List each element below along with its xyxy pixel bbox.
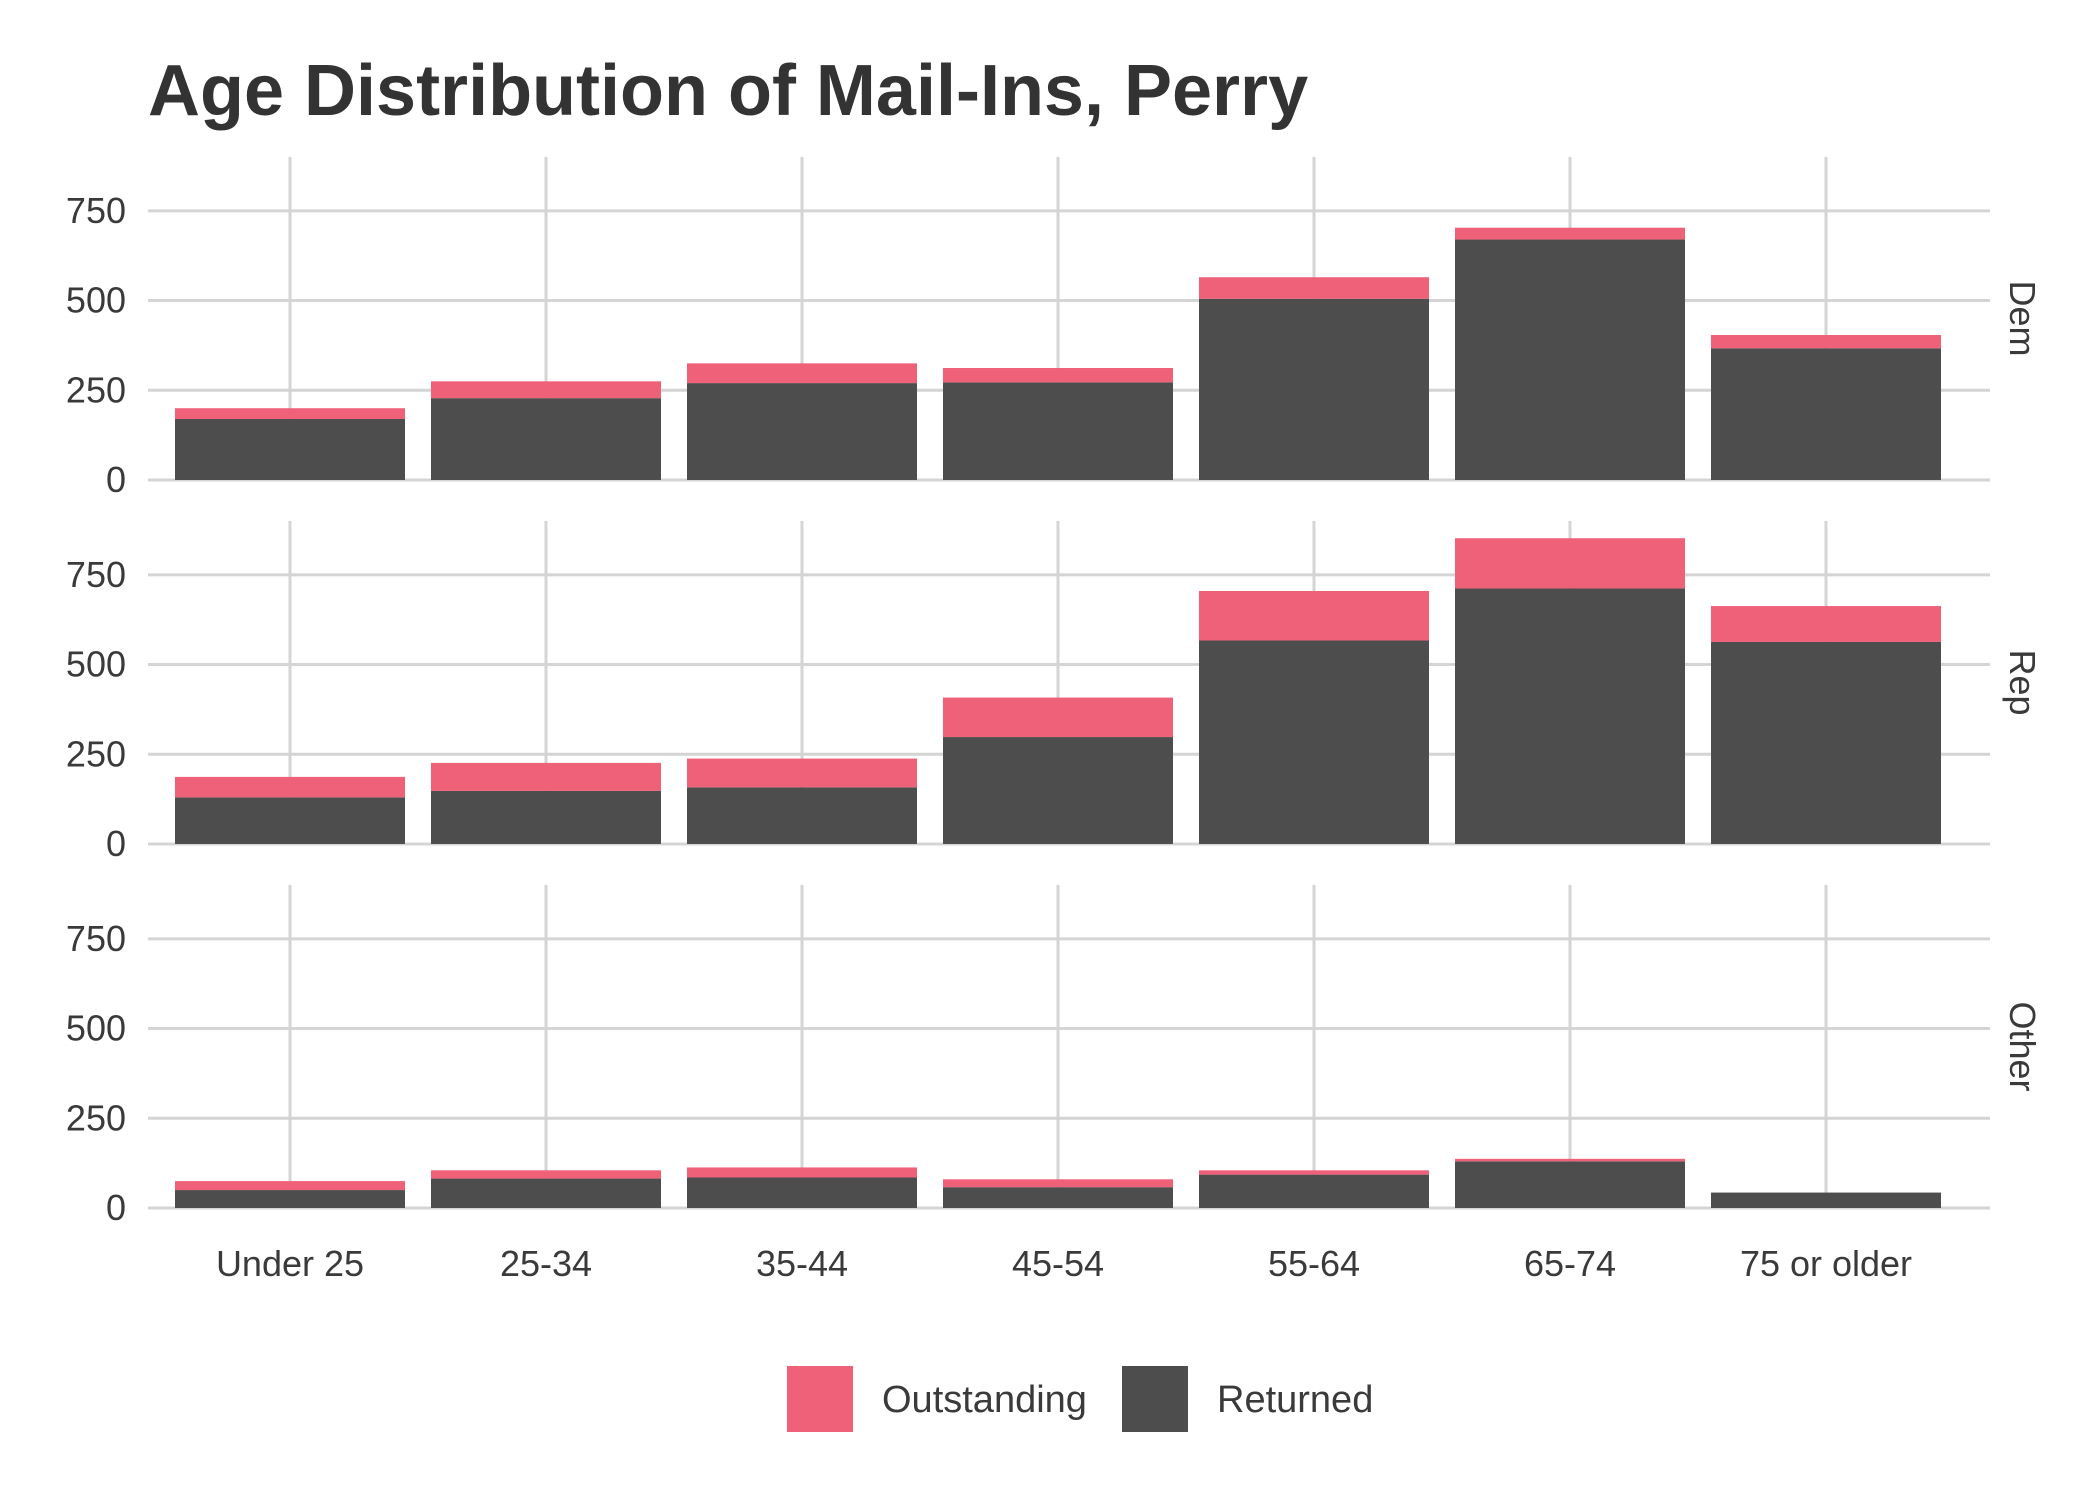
bar-dem-outstanding <box>687 363 917 384</box>
y-tick-label: 500 <box>66 644 126 685</box>
bar-rep-outstanding <box>1199 590 1429 641</box>
x-tick-label: 25-34 <box>500 1243 592 1284</box>
bar-other-returned <box>175 1190 405 1208</box>
bar-rep-returned <box>1455 588 1685 844</box>
y-tick-label: 0 <box>106 459 126 500</box>
legend-label-outstanding: Outstanding <box>882 1379 1087 1421</box>
bar-other-outstanding <box>943 1179 1173 1188</box>
bar-dem-returned <box>1455 239 1685 480</box>
bar-other-outstanding <box>175 1181 405 1191</box>
y-tick-label: 500 <box>66 1008 126 1049</box>
bar-rep-returned <box>175 797 405 844</box>
legend-key-returned <box>1122 1366 1188 1432</box>
y-tick-label: 0 <box>106 1187 126 1228</box>
y-tick-label: 750 <box>66 918 126 959</box>
x-tick-label: 55-64 <box>1268 1243 1360 1284</box>
bar-rep-outstanding <box>943 697 1173 738</box>
y-tick-label: 750 <box>66 190 126 231</box>
bar-other-returned <box>1711 1192 1941 1208</box>
bar-dem-returned <box>431 398 661 480</box>
y-tick-label: 250 <box>66 1097 126 1138</box>
panel-other: 0 250 500 750 Other <box>66 885 2043 1228</box>
bar-dem-outstanding <box>175 408 405 419</box>
bar-other-returned <box>431 1178 661 1208</box>
facet-strip-label: Rep <box>2002 649 2043 715</box>
x-tick-label: Under 25 <box>216 1243 364 1284</box>
bar-other-returned <box>943 1187 1173 1208</box>
bar-rep-returned <box>687 787 917 844</box>
bar-dem-returned <box>943 382 1173 480</box>
bar-dem-returned <box>175 418 405 480</box>
bar-other-outstanding <box>687 1167 917 1178</box>
y-tick-label: 0 <box>106 823 126 864</box>
panel-rep: 0 250 500 750 Rep <box>66 521 2043 864</box>
bar-dem-outstanding <box>1199 277 1429 299</box>
x-tick-label: 65-74 <box>1524 1243 1616 1284</box>
bar-rep-returned <box>1199 640 1429 844</box>
bar-dem-outstanding <box>1455 227 1685 240</box>
bar-dem-returned <box>687 383 917 480</box>
bar-other-outstanding <box>1455 1158 1685 1162</box>
bar-other-outstanding <box>1199 1170 1429 1175</box>
bar-rep-outstanding <box>687 758 917 788</box>
bar-other-returned <box>687 1177 917 1208</box>
legend: Outstanding Returned <box>787 1366 1373 1432</box>
y-tick-label: 250 <box>66 369 126 410</box>
bar-other-returned <box>1455 1161 1685 1208</box>
y-tick-label: 500 <box>66 280 126 321</box>
x-tick-label: 35-44 <box>756 1243 848 1284</box>
legend-label-returned: Returned <box>1217 1379 1373 1421</box>
x-tick-label: 75 or older <box>1740 1243 1912 1284</box>
y-tick-label: 750 <box>66 554 126 595</box>
bar-other-returned <box>1199 1174 1429 1208</box>
bar-other-outstanding <box>431 1170 661 1179</box>
chart-title: Age Distribution of Mail-Ins, Perry <box>148 51 1308 131</box>
bar-rep-outstanding <box>431 762 661 791</box>
bar-rep-outstanding <box>175 776 405 798</box>
bar-rep-outstanding <box>1711 606 1941 642</box>
bar-dem-outstanding <box>431 381 661 399</box>
bar-dem-outstanding <box>943 368 1173 383</box>
y-tick-label: 250 <box>66 733 126 774</box>
legend-key-outstanding <box>787 1366 853 1432</box>
facet-strip-label: Other <box>2002 1001 2043 1091</box>
bar-rep-returned <box>431 790 661 844</box>
bar-rep-outstanding <box>1455 538 1685 589</box>
bar-rep-returned <box>943 737 1173 844</box>
bar-rep-returned <box>1711 641 1941 844</box>
facet-strip-label: Dem <box>2002 280 2043 356</box>
bar-dem-returned <box>1199 298 1429 480</box>
bar-dem-outstanding <box>1711 335 1941 349</box>
panel-dem: 0 250 500 750 Dem <box>66 157 2043 500</box>
x-tick-label: 45-54 <box>1012 1243 1104 1284</box>
bar-dem-returned <box>1711 348 1941 480</box>
